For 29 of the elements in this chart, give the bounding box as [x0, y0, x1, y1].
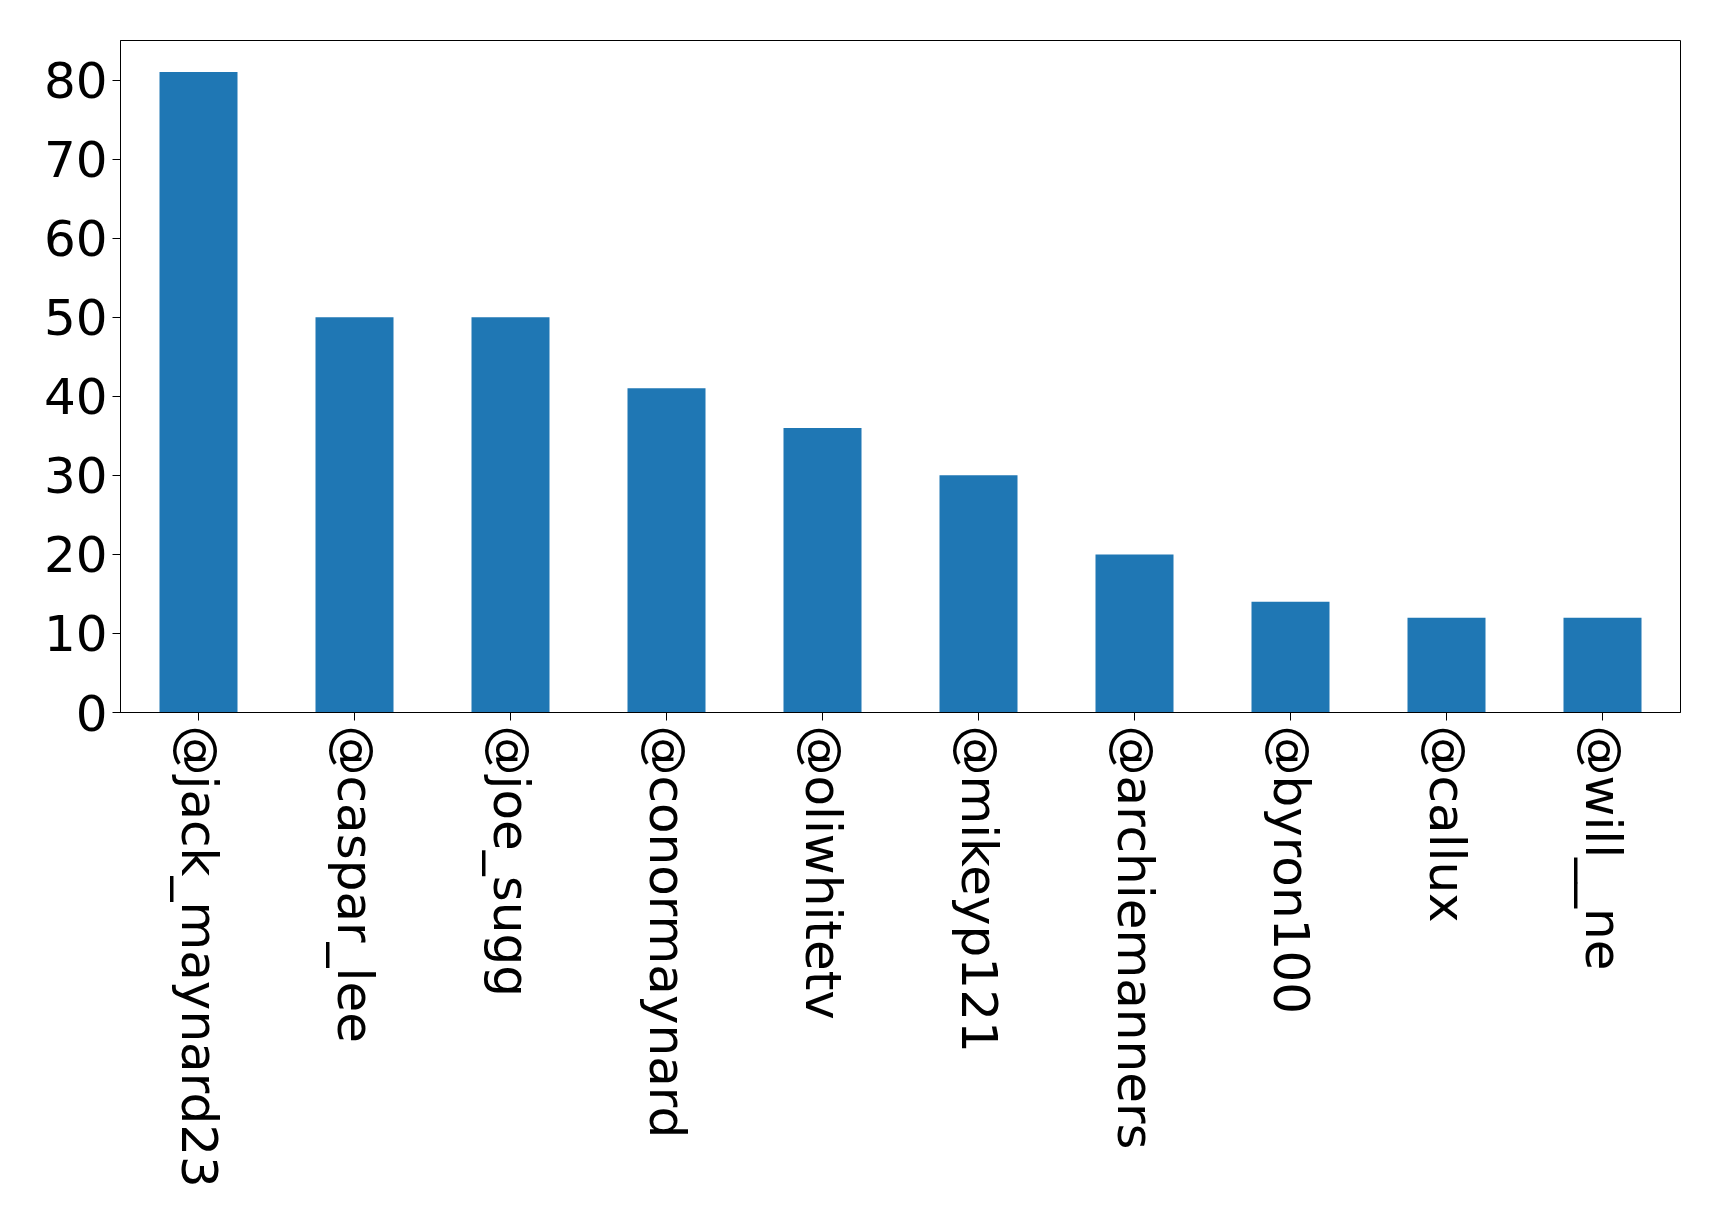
- x-tick-label: @conormaynard: [637, 725, 696, 1139]
- x-tick-label: @joe_sugg: [481, 725, 540, 997]
- x-tick-label: @archiemanners: [1105, 725, 1164, 1150]
- bar: [315, 317, 394, 713]
- y-tick-label: 40: [43, 368, 108, 427]
- bar: [1095, 554, 1174, 713]
- x-tick-label: @mikeyp121: [949, 725, 1008, 1053]
- bar: [1251, 601, 1330, 713]
- bar: [939, 475, 1018, 713]
- x-tick-label: @byron100: [1261, 725, 1320, 1015]
- bar: [1407, 617, 1486, 713]
- x-tick-label: @will__ne: [1573, 725, 1632, 971]
- bar: [627, 388, 706, 713]
- y-tick-label: 50: [43, 289, 108, 348]
- bar: [471, 317, 550, 713]
- bar: [159, 72, 238, 713]
- bar: [783, 427, 862, 713]
- x-tick-label: @caspar_lee: [325, 725, 384, 1044]
- y-tick-label: 30: [43, 447, 108, 506]
- x-tick-label: @oliwhitetv: [793, 725, 852, 1020]
- bar: [1563, 617, 1642, 713]
- y-tick-label: 0: [75, 684, 108, 743]
- y-tick-label: 80: [43, 52, 108, 111]
- x-tick-label: @callux: [1417, 725, 1476, 923]
- y-tick-label: 60: [43, 210, 108, 269]
- x-tick-label: @jack_maynard23: [169, 725, 228, 1188]
- y-tick-label: 20: [43, 526, 108, 585]
- y-tick-label: 70: [43, 131, 108, 190]
- y-tick-label: 10: [43, 605, 108, 664]
